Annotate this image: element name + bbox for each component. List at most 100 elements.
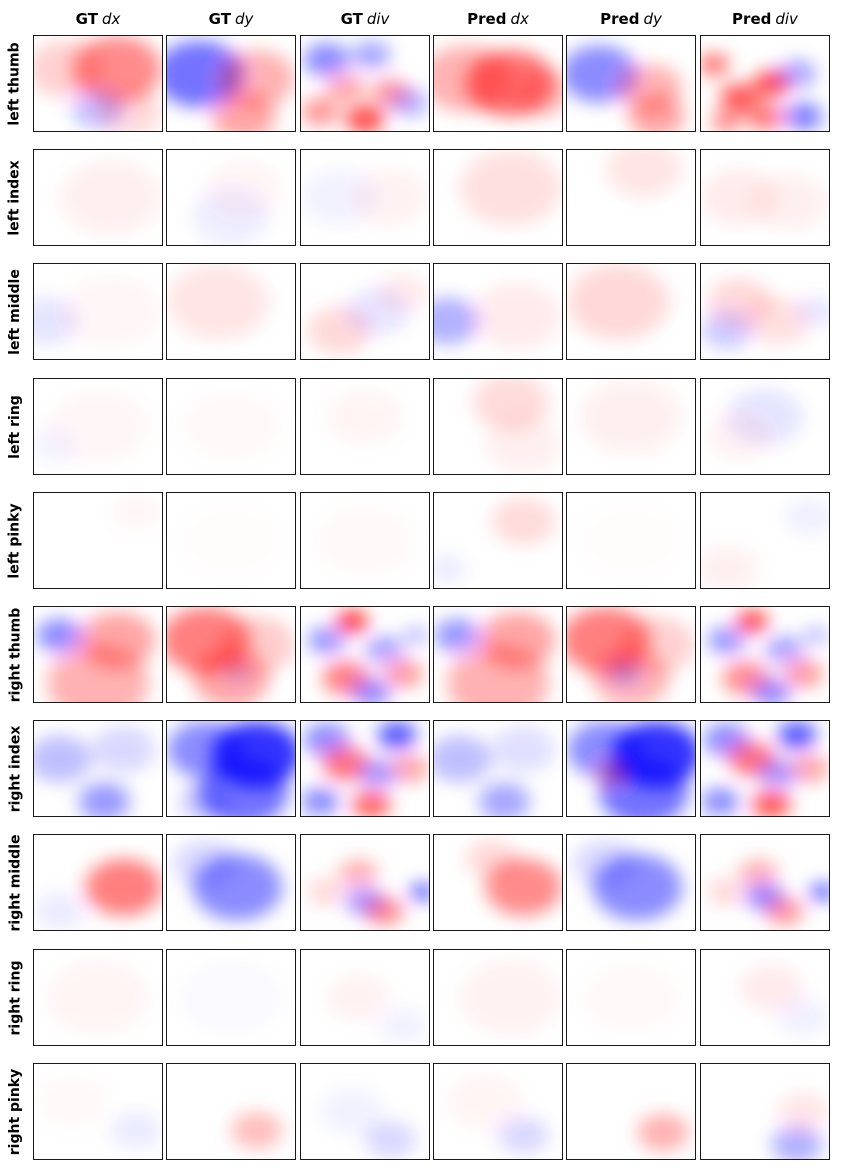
- heatmap-blob: [326, 973, 391, 1022]
- heatmap-blob: [60, 274, 162, 350]
- heatmap-blob: [34, 426, 79, 465]
- heatmap-blob: [567, 264, 670, 340]
- heatmap-blob: [701, 311, 753, 350]
- heatmap-blob: [758, 759, 797, 788]
- column-header-italic: div: [775, 10, 798, 28]
- heatmap-blob: [777, 997, 829, 1036]
- row-label: right ring: [2, 949, 28, 1046]
- row-label-text: right ring: [7, 960, 24, 1035]
- heatmap-blob: [573, 839, 638, 888]
- heatmap-panel: [300, 949, 430, 1046]
- heatmap-blob: [510, 69, 562, 117]
- heatmap-blob: [218, 50, 295, 108]
- heatmap-blob: [446, 645, 550, 702]
- heatmap-blob: [98, 88, 162, 131]
- heatmap-blob: [78, 782, 130, 816]
- heatmap-canvas: [307, 273, 429, 355]
- heatmap-panel: [566, 949, 696, 1046]
- heatmap-blob: [434, 554, 466, 584]
- heatmap-blob: [36, 618, 83, 653]
- column-header-bold: Pred: [600, 10, 640, 28]
- heatmap-blob: [377, 1007, 429, 1045]
- heatmap-blob: [701, 787, 740, 816]
- heatmap-panel: [566, 378, 696, 475]
- heatmap-canvas: [34, 725, 156, 816]
- heatmap-blob: [459, 959, 562, 1036]
- heatmap-canvas: [59, 159, 162, 236]
- heatmap-canvas: [434, 497, 556, 584]
- heatmap-blob: [365, 1121, 417, 1159]
- heatmap-canvas: [707, 609, 829, 702]
- row-label-text: left ring: [7, 394, 23, 459]
- heatmap-blob: [472, 283, 562, 350]
- heatmap-blob: [637, 1113, 689, 1152]
- heatmap-panel: [700, 1063, 830, 1160]
- heatmap-blob: [352, 678, 391, 702]
- column-header-bold: GT: [208, 10, 231, 28]
- column-header: Pred dy: [566, 6, 696, 32]
- heatmap-canvas: [434, 725, 556, 816]
- heatmap-blob: [110, 1111, 162, 1150]
- heatmap-blob: [403, 626, 429, 645]
- row-label: right pinky: [2, 1063, 28, 1160]
- heatmap-blob: [46, 959, 150, 1036]
- heatmap-panel: [166, 606, 296, 703]
- heatmap-blob: [314, 503, 416, 579]
- column-header-italic: dx: [101, 10, 121, 28]
- row-label-text: right index: [7, 725, 24, 812]
- heatmap-blob: [596, 761, 628, 785]
- heatmap-canvas: [110, 1111, 162, 1150]
- heatmap-panel: [166, 35, 296, 132]
- heatmap-blob: [211, 93, 276, 131]
- heatmap-blob: [231, 1111, 283, 1150]
- heatmap-panel: [300, 35, 430, 132]
- heatmap-canvas: [707, 388, 804, 460]
- heatmap-blob: [167, 264, 270, 340]
- heatmap-blob: [339, 858, 378, 888]
- heatmap-panel: [566, 263, 696, 360]
- heatmap-canvas: [46, 959, 150, 1036]
- heatmap-blob: [34, 735, 92, 783]
- heatmap-canvas: [579, 379, 683, 455]
- heatmap-panel: [566, 35, 696, 132]
- heatmap-panel: [300, 263, 430, 360]
- heatmap-blob: [784, 102, 823, 131]
- heatmap-canvas: [167, 40, 295, 131]
- heatmap-blob: [205, 159, 283, 217]
- heatmap-blob: [352, 169, 429, 226]
- heatmap-canvas: [434, 45, 562, 117]
- heatmap-panel: [166, 149, 296, 246]
- heatmap-canvas: [167, 721, 295, 816]
- heatmap-blob: [752, 173, 829, 231]
- row-label: right middle: [2, 834, 28, 931]
- row-label-text: left pinky: [7, 502, 23, 579]
- heatmap-blob: [609, 662, 640, 685]
- heatmap-blob: [307, 877, 346, 907]
- heatmap-blob: [173, 839, 238, 888]
- heatmap-canvas: [434, 611, 556, 702]
- heatmap-panel: [300, 149, 430, 246]
- heatmap-panel: [300, 606, 430, 703]
- heatmap-canvas: [573, 839, 683, 921]
- heatmap-canvas: [167, 379, 295, 474]
- heatmap-canvas: [34, 36, 162, 131]
- heatmap-panel: [300, 1063, 430, 1160]
- heatmap-blob: [352, 40, 391, 70]
- heatmap-blob: [745, 102, 785, 131]
- heatmap-blob: [605, 150, 683, 198]
- heatmap-blob: [777, 1092, 829, 1131]
- heatmap-blob: [384, 659, 423, 688]
- heatmap-panel: [700, 949, 830, 1046]
- heatmap-panel: [700, 606, 830, 703]
- heatmap-panel: [566, 149, 696, 246]
- heatmap-canvas: [34, 426, 79, 465]
- heatmap-canvas: [701, 169, 829, 231]
- heatmap-panel: [566, 606, 696, 703]
- heatmap-panel: [300, 378, 430, 475]
- heatmap-canvas: [567, 493, 695, 588]
- heatmap-canvas: [301, 40, 429, 131]
- heatmap-canvas: [326, 973, 429, 1045]
- heatmap-panel: [33, 149, 163, 246]
- heatmap-blob: [307, 626, 346, 655]
- heatmap-blob: [46, 645, 150, 702]
